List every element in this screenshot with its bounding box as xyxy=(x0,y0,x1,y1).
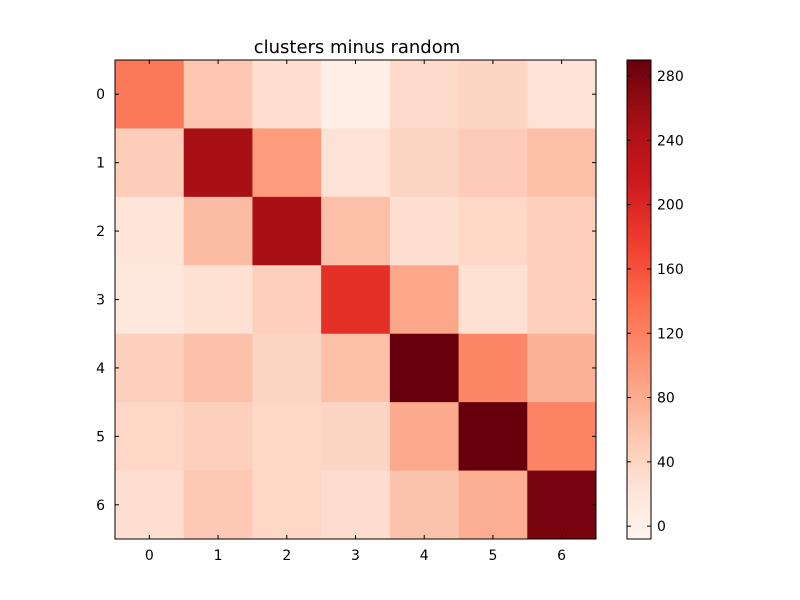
heatmap-cell-1-3 xyxy=(321,128,391,198)
x-tick-label: 5 xyxy=(488,548,497,564)
x-tick-label: 3 xyxy=(351,548,360,564)
heatmap-cell-0-0 xyxy=(115,60,185,129)
heatmap-cell-2-1 xyxy=(183,196,253,266)
heatmap-cell-5-6 xyxy=(527,402,597,472)
heatmap-cell-1-5 xyxy=(458,128,528,198)
x-tick-label: 6 xyxy=(557,548,566,564)
y-tick-label: 1 xyxy=(96,156,105,172)
heatmap-cell-3-4 xyxy=(389,265,460,335)
y-tick-label: 2 xyxy=(96,224,105,240)
chart-title: clusters minus random xyxy=(254,37,461,58)
colorbar-axis: 0 40 80 120 160 200 240 280 xyxy=(627,69,684,535)
colorbar-tick-label: 120 xyxy=(657,326,684,342)
x-tick-label: 4 xyxy=(420,548,429,564)
heatmap-cell-6-3 xyxy=(321,470,391,540)
colorbar xyxy=(626,59,652,540)
heatmap-cell-1-2 xyxy=(252,128,322,198)
heatmap-cell-1-1 xyxy=(183,128,253,198)
heatmap-cell-3-3 xyxy=(321,265,391,335)
heatmap-cell-4-4 xyxy=(389,333,460,403)
heatmap-cell-0-4 xyxy=(389,60,460,129)
heatmap-cell-5-2 xyxy=(252,402,322,472)
colorbar-tick-label: 40 xyxy=(657,455,675,471)
heatmap-cell-1-0 xyxy=(115,128,185,198)
colorbar-tick-label: 280 xyxy=(657,69,684,85)
heatmap-cell-3-6 xyxy=(527,265,597,335)
colorbar-tick-label: 0 xyxy=(657,519,666,535)
colorbar-tick-label: 240 xyxy=(657,133,684,149)
heatmap-cell-0-2 xyxy=(252,60,322,129)
heatmap-cell-5-0 xyxy=(115,402,185,472)
y-tick-label: 0 xyxy=(96,87,105,103)
x-tick-label: 1 xyxy=(214,548,223,564)
y-tick-label: 3 xyxy=(96,293,105,309)
heatmap-cell-3-2 xyxy=(252,265,322,335)
heatmap-cell-2-6 xyxy=(527,196,597,266)
y-tick-label: 5 xyxy=(96,429,105,445)
heatmap-cells xyxy=(115,60,597,540)
x-tick-label: 0 xyxy=(145,548,154,564)
heatmap-cell-2-2 xyxy=(252,196,322,266)
heatmap-cell-5-3 xyxy=(321,402,391,472)
heatmap-cell-5-1 xyxy=(183,402,253,472)
heatmap-cell-6-2 xyxy=(252,470,322,540)
heatmap-cell-6-5 xyxy=(458,470,528,540)
heatmap-cell-3-1 xyxy=(183,265,253,335)
heatmap-cell-3-0 xyxy=(115,265,185,335)
x-tick-label: 2 xyxy=(282,548,291,564)
y-tick-label: 4 xyxy=(96,361,105,377)
heatmap-cell-6-6 xyxy=(527,470,597,540)
heatmap-cell-6-4 xyxy=(389,470,460,540)
y-axis: 0 1 2 3 4 5 6 xyxy=(96,87,596,514)
heatmap-cell-6-1 xyxy=(183,470,253,540)
heatmap-cell-3-5 xyxy=(458,265,528,335)
heatmap-cell-1-4 xyxy=(389,128,460,198)
heatmap-cell-5-5 xyxy=(458,402,528,472)
heatmap-cell-1-6 xyxy=(527,128,597,198)
heatmap-cell-4-0 xyxy=(115,333,185,403)
heatmap-cell-4-2 xyxy=(252,333,322,403)
heatmap-cell-0-5 xyxy=(458,60,528,129)
y-tick-label: 6 xyxy=(96,498,105,514)
colorbar-tick-label: 80 xyxy=(657,391,675,407)
heatmap-cell-5-4 xyxy=(389,402,460,472)
heatmap-cell-4-5 xyxy=(458,333,528,403)
heatmap-cell-2-4 xyxy=(389,196,460,266)
x-axis: 0 1 2 3 4 5 6 xyxy=(145,60,566,564)
heatmap-cell-2-0 xyxy=(115,196,185,266)
heatmap-cell-2-3 xyxy=(321,196,391,266)
colorbar-tick-label: 200 xyxy=(657,198,684,214)
heatmap-cell-0-1 xyxy=(183,60,253,129)
heatmap-cell-4-1 xyxy=(183,333,253,403)
colorbar-tick-label: 160 xyxy=(657,262,684,278)
heatmap-cell-2-5 xyxy=(458,196,528,266)
heatmap-cell-0-6 xyxy=(527,60,597,129)
heatmap-cell-4-6 xyxy=(527,333,597,403)
heatmap-cell-6-0 xyxy=(115,470,185,540)
heatmap-cell-0-3 xyxy=(321,60,391,129)
heatmap-cell-4-3 xyxy=(321,333,391,403)
